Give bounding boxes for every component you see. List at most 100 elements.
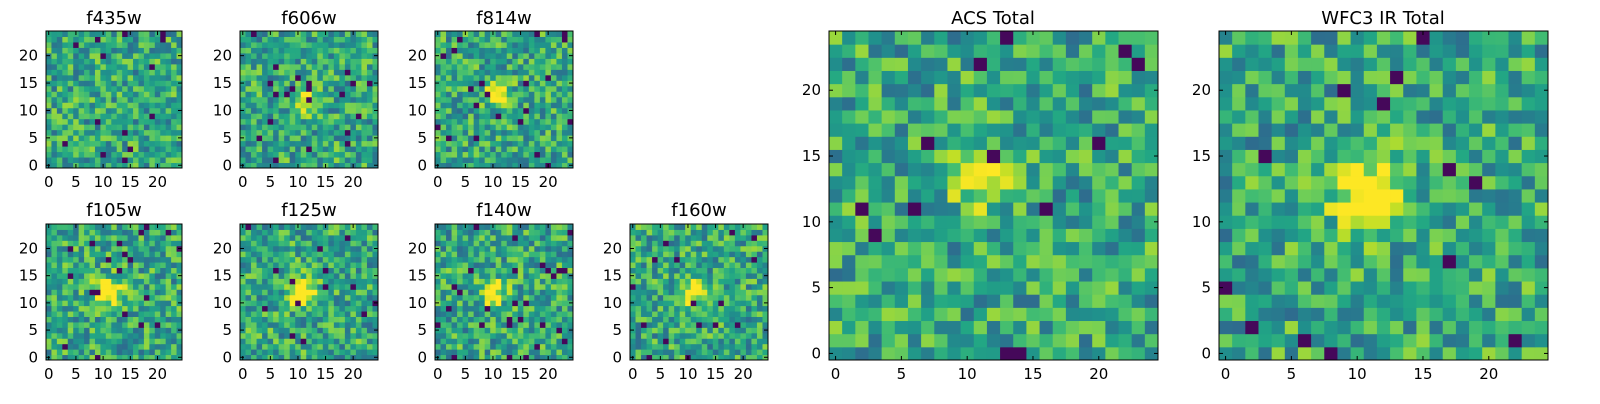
heatmap-cell xyxy=(974,268,988,282)
heatmap-cell xyxy=(501,108,507,114)
heatmap-cell xyxy=(273,278,279,284)
heatmap-cell xyxy=(301,268,307,274)
heatmap-cell xyxy=(301,64,307,70)
heatmap-cell xyxy=(106,327,112,333)
heatmap-cell xyxy=(680,338,686,344)
heatmap-cell xyxy=(463,257,469,263)
heatmap-cell xyxy=(68,229,74,235)
heatmap-cell xyxy=(652,229,658,235)
heatmap-cell xyxy=(974,189,988,203)
heatmap-cell xyxy=(855,163,869,177)
heatmap-cell xyxy=(279,102,285,108)
panel-title: f606w xyxy=(281,8,336,29)
heatmap-cell xyxy=(171,36,177,42)
heatmap-cell xyxy=(246,262,252,268)
heatmap-cell xyxy=(551,53,557,59)
heatmap-cell xyxy=(328,229,334,235)
heatmap-cell xyxy=(367,97,373,103)
heatmap-cell xyxy=(46,64,52,70)
heatmap-cell xyxy=(133,344,139,350)
y-tick-label: 20 xyxy=(19,239,38,257)
heatmap-cell xyxy=(334,31,340,37)
heatmap-cell xyxy=(155,240,161,246)
heatmap-cell xyxy=(284,268,290,274)
heatmap-cell xyxy=(452,322,458,328)
heatmap-cell xyxy=(441,86,447,92)
heatmap-cell xyxy=(895,255,909,269)
heatmap-cell xyxy=(345,135,351,141)
heatmap-cell xyxy=(757,300,763,306)
heatmap-cell xyxy=(262,69,268,75)
heatmap-cell xyxy=(534,262,540,268)
heatmap-cell xyxy=(301,306,307,312)
heatmap-cell xyxy=(1145,255,1159,269)
heatmap-cell xyxy=(111,80,117,86)
heatmap-cell xyxy=(122,344,128,350)
heatmap-cell xyxy=(160,42,166,48)
heatmap-cell xyxy=(529,229,535,235)
heatmap-cell xyxy=(724,273,730,279)
heatmap-cell xyxy=(306,284,312,290)
heatmap-cell xyxy=(339,141,345,147)
heatmap-cell xyxy=(240,58,246,64)
heatmap-cell xyxy=(468,42,474,48)
heatmap-cell xyxy=(166,113,172,119)
heatmap-cell xyxy=(740,229,746,235)
heatmap-cell xyxy=(713,257,719,263)
heatmap-cell xyxy=(46,251,52,257)
heatmap-cell xyxy=(468,157,474,163)
heatmap-cell xyxy=(306,146,312,152)
heatmap-cell xyxy=(479,273,485,279)
heatmap-cell xyxy=(702,251,708,257)
heatmap-cell xyxy=(73,311,79,317)
heatmap-cell xyxy=(111,146,117,152)
heatmap-cell xyxy=(512,152,518,158)
heatmap-cell xyxy=(630,338,636,344)
heatmap-cell xyxy=(669,224,675,230)
heatmap-cell xyxy=(323,58,329,64)
heatmap-cell xyxy=(155,108,161,114)
heatmap-cell xyxy=(658,333,664,339)
heatmap-cell xyxy=(751,300,757,306)
heatmap-cell xyxy=(658,306,664,312)
heatmap-cell xyxy=(674,224,680,230)
heatmap-cell xyxy=(138,224,144,230)
heatmap-cell xyxy=(111,69,117,75)
heatmap-cell xyxy=(1053,321,1067,335)
heatmap-cell xyxy=(268,316,274,322)
heatmap-cell xyxy=(257,257,263,263)
heatmap-cell xyxy=(166,251,172,257)
heatmap-cell xyxy=(79,300,85,306)
heatmap-cell xyxy=(446,146,452,152)
heatmap-cell xyxy=(868,163,882,177)
heatmap-cell xyxy=(485,327,491,333)
heatmap-cell xyxy=(117,130,123,136)
heatmap-cell xyxy=(312,86,318,92)
heatmap-cell xyxy=(95,86,101,92)
heatmap-cell xyxy=(518,69,524,75)
heatmap-cell xyxy=(284,349,290,355)
x-tick-label: 15 xyxy=(121,173,140,191)
heatmap-cell xyxy=(556,333,562,339)
heatmap-cell xyxy=(512,157,518,163)
heatmap-cell xyxy=(1040,255,1054,269)
heatmap-cell xyxy=(974,307,988,321)
heatmap-cell xyxy=(68,146,74,152)
heatmap-cell xyxy=(106,344,112,350)
heatmap-cell xyxy=(523,53,529,59)
heatmap-cell xyxy=(106,322,112,328)
heatmap-cell xyxy=(435,257,441,263)
heatmap-cell xyxy=(138,113,144,119)
heatmap-cell xyxy=(540,311,546,317)
heatmap-cell xyxy=(312,229,318,235)
heatmap-cell xyxy=(51,262,57,268)
heatmap-cell xyxy=(518,53,524,59)
y-tick-label: 0 xyxy=(222,156,232,174)
heatmap-cell xyxy=(149,102,155,108)
heatmap-cell xyxy=(149,58,155,64)
y-tick-label: 0 xyxy=(28,348,38,366)
heatmap-cell xyxy=(1026,281,1040,295)
heatmap-cell xyxy=(463,344,469,350)
heatmap-cell xyxy=(1132,215,1146,229)
